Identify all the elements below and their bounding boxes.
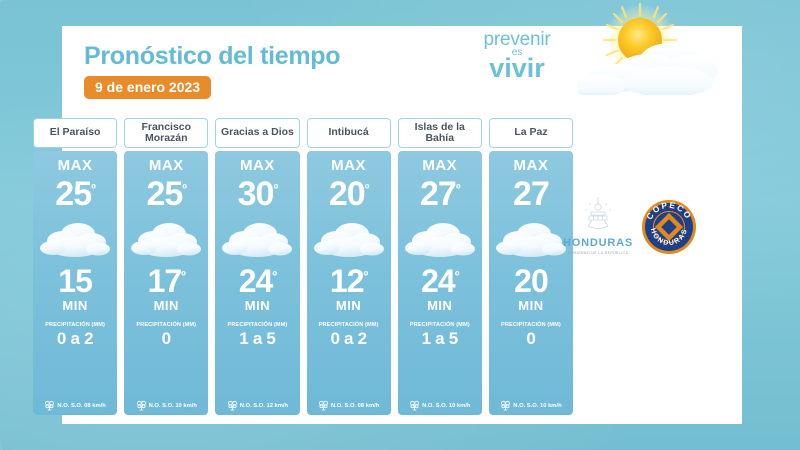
max-label: MAX — [240, 157, 275, 174]
honduras-government-logo: HONDURAS GOBIERNO DE LA REPÚBLICA — [562, 196, 634, 255]
brand-line-prevenir: prevenir — [483, 29, 551, 50]
precipitation-label: PRECIPITACIÓN (MM) — [45, 321, 105, 328]
wind-text: N.O. S.O. 10 km/h — [513, 402, 562, 409]
max-temperature: 27º — [419, 175, 461, 213]
max-label: MAX — [331, 157, 367, 174]
max-temperature: 20º — [328, 175, 370, 213]
condition-icon — [494, 216, 568, 262]
min-temperature: 24º — [421, 263, 459, 300]
precipitation-label: PRECIPITACIÓN (MM) — [501, 321, 561, 328]
cloud-icon — [131, 223, 202, 258]
precipitation-label: PRECIPITACIÓN (MM) — [409, 321, 470, 328]
precipitation-value: 0 a 2 — [56, 328, 94, 348]
precipitation-value: 0 — [161, 328, 171, 348]
precipitation-label: PRECIPITACIÓN (MM) — [227, 321, 288, 328]
min-label: MIN — [518, 297, 544, 313]
max-label: MAX — [148, 157, 184, 174]
min-label: MIN — [62, 297, 88, 313]
wind-text: N.O. S.O. 10 km/h — [148, 402, 197, 409]
forecast-column: Francisco Morazán MAX 25º 17º MIN PRECIP… — [124, 118, 209, 415]
min-label: MIN — [427, 297, 453, 313]
wind-row: N.O. S.O. 10 km/h — [124, 400, 208, 411]
sun-cloud-illustration — [570, 0, 728, 97]
condition-icon — [403, 216, 477, 262]
min-label: MIN — [244, 297, 271, 313]
forecast-column: Intibucá MAX 20º 12º MIN PRECIPITACIÓN (… — [306, 118, 391, 415]
institutional-logos: HONDURAS GOBIERNO DE LA REPÚBLICA COPECO… — [556, 196, 706, 268]
department-name: La Paz — [488, 118, 574, 148]
windmill-icon — [410, 400, 420, 411]
max-label: MAX — [513, 157, 549, 174]
wind-text: N.O. S.O. 08 km/h — [57, 402, 106, 409]
precipitation-label: PRECIPITACIÓN (MM) — [136, 321, 197, 328]
min-temperature: 20 — [514, 263, 549, 300]
max-label: MAX — [57, 157, 93, 174]
wind-row: N.O. S.O. 08 km/h — [307, 400, 391, 411]
forecast-body: MAX 27º 24º MIN PRECIPITACIÓN (MM) 1 a 5 — [397, 151, 482, 415]
min-temperature: 15 — [58, 263, 93, 300]
precipitation-value: 1 a 5 — [239, 328, 276, 348]
cloud-icon — [40, 223, 111, 258]
department-name: Intibucá — [306, 118, 391, 148]
forecast-column: Islas de la Bahía MAX 27º 24º MIN PRECIP… — [397, 118, 482, 415]
forecast-body: MAX 30º 24º MIN PRECIPITACIÓN (MM) 1 a 5 — [215, 151, 300, 415]
wind-text: N.O. S.O. 12 km/h — [239, 402, 289, 409]
wind-text: N.O. S.O. 08 km/h — [330, 402, 380, 409]
wind-text: N.O. S.O. 10 km/h — [422, 402, 471, 409]
cloud-icon — [404, 223, 475, 258]
honduras-crest-icon — [585, 197, 611, 229]
min-label: MIN — [153, 297, 179, 313]
honduras-subtitle: GOBIERNO DE LA REPÚBLICA — [567, 250, 629, 255]
windmill-icon — [227, 400, 237, 411]
page-title: Pronóstico del tiempo — [84, 42, 341, 70]
wind-row: N.O. S.O. 08 km/h — [33, 400, 117, 411]
forecast-column: El Paraíso MAX 25º 15 MIN PRECIPITACIÓN … — [33, 118, 118, 415]
header: Pronóstico del tiempo 9 de enero 2023 — [84, 44, 684, 114]
department-name: Islas de la Bahía — [397, 118, 482, 148]
condition-icon — [129, 216, 203, 262]
department-name: Gracias a Dios — [215, 118, 300, 148]
precipitation-value: 1 a 5 — [421, 328, 459, 348]
cloud-icon — [495, 223, 566, 258]
condition-icon — [38, 216, 112, 262]
cloud-icon — [222, 223, 293, 258]
wind-row: N.O. S.O. 12 km/h — [215, 400, 299, 411]
condition-icon — [312, 216, 386, 262]
max-temperature: 27 — [513, 175, 550, 213]
wind-row: N.O. S.O. 10 km/h — [398, 400, 482, 411]
forecast-columns: El Paraíso MAX 25º 15 MIN PRECIPITACIÓN … — [33, 118, 574, 415]
min-temperature: 24º — [238, 263, 277, 300]
brand-line-vivir: vivir — [489, 53, 545, 83]
department-name: El Paraíso — [33, 118, 118, 148]
max-label: MAX — [422, 157, 458, 174]
forecast-body: MAX 25º 15 MIN PRECIPITACIÓN (MM) 0 a 2 — [33, 151, 118, 415]
copeco-logo: COPECO HONDURAS — [640, 198, 698, 256]
forecast-column: Gracias a Dios MAX 30º 24º MIN PRECIPITA… — [215, 118, 300, 415]
min-label: MIN — [335, 297, 362, 313]
department-name: Francisco Morazán — [124, 118, 209, 148]
date-badge: 9 de enero 2023 — [84, 76, 212, 99]
min-temperature: 12º — [329, 263, 368, 300]
precipitation-value: 0 — [526, 328, 536, 348]
forecast-body: MAX 25º 17º MIN PRECIPITACIÓN (MM) 0 — [124, 151, 209, 415]
cloud-icon — [313, 223, 384, 258]
max-temperature: 30º — [237, 175, 279, 213]
prevenir-es-vivir-logo: prevenir es vivir — [462, 30, 572, 82]
condition-icon — [220, 216, 294, 262]
max-temperature: 25º — [55, 175, 96, 213]
windmill-icon — [45, 400, 55, 411]
forecast-body: MAX 27 20 MIN PRECIPITACIÓN (MM) 0 — [488, 151, 574, 415]
brand-line-es: es — [511, 47, 523, 58]
precipitation-label: PRECIPITACIÓN (MM) — [318, 321, 379, 328]
windmill-icon — [319, 400, 328, 411]
max-temperature: 25º — [146, 175, 187, 213]
honduras-wordmark: HONDURAS — [563, 237, 633, 249]
windmill-icon — [501, 400, 511, 411]
windmill-icon — [136, 400, 146, 411]
forecast-column: La Paz MAX 27 20 MIN PRECIPITACIÓN (MM) … — [488, 118, 574, 415]
precipitation-value: 0 a 2 — [330, 328, 367, 348]
min-temperature: 17º — [147, 263, 186, 300]
forecast-body: MAX 20º 12º MIN PRECIPITACIÓN (MM) 0 a 2 — [306, 151, 391, 415]
wind-row: N.O. S.O. 10 km/h — [489, 400, 573, 411]
